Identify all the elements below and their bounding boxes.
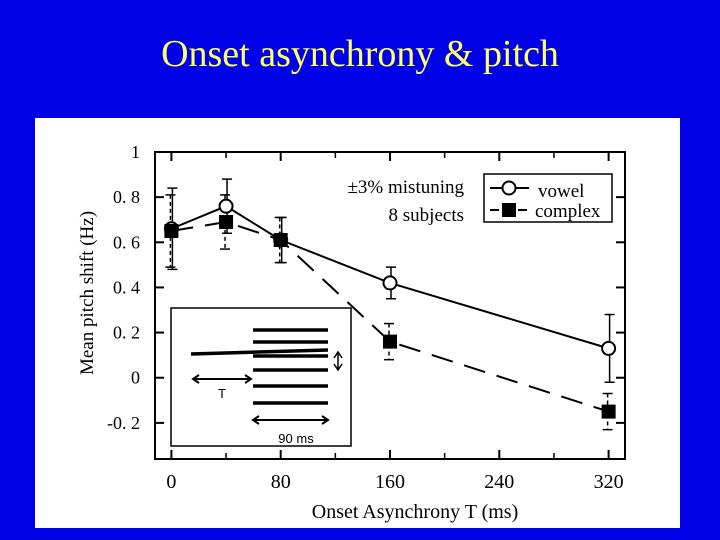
annotation-subjects: 8 subjects <box>389 205 464 226</box>
stimulus-inset <box>170 307 352 447</box>
data-point-complex <box>164 224 179 239</box>
y-tick-label: 0. 6 <box>113 232 140 252</box>
data-point-vowel <box>601 340 617 356</box>
y-tick-label: 0. 8 <box>113 187 140 207</box>
legend-label-complex: complex <box>535 201 601 222</box>
chart-panel: 1 0. 8 0. 6 0. 4 0. 2 0 -0. 2 0 80 160 240 320 ±3% … <box>35 118 680 528</box>
series-layer <box>163 178 617 431</box>
x-tick-label: 0 <box>166 471 176 493</box>
x-tick-label: 240 <box>484 471 514 493</box>
mistuning-arrow-icon <box>333 350 343 372</box>
annotation-mistuning: ±3% mistuning <box>347 177 464 198</box>
y-axis-label: Mean pitch shift (Hz) <box>77 211 98 375</box>
pitch-shift-chart: 1 0. 8 0. 6 0. 4 0. 2 0 -0. 2 0 80 160 240 320 ±3% … <box>77 142 626 523</box>
data-point-vowel <box>218 198 234 214</box>
y-tick-label: 0. 4 <box>113 277 140 297</box>
x-tick-label: 160 <box>375 471 405 493</box>
y-tick-label: 1 <box>131 142 140 162</box>
x-tick-label: 80 <box>271 471 291 493</box>
x-axis-label: Onset Asynchrony T (ms) <box>312 501 518 523</box>
legend-marker-complex <box>502 203 516 217</box>
axes-layer: 1 0. 8 0. 6 0. 4 0. 2 0 -0. 2 0 80 160 240 320 <box>107 142 626 493</box>
x-tick-label: 320 <box>594 471 624 493</box>
legend <box>483 173 613 223</box>
data-point-vowel <box>382 275 398 291</box>
duration-arrow-icon <box>251 415 330 425</box>
mistuned-harmonic-bar <box>190 348 329 356</box>
data-point-complex <box>601 404 616 419</box>
data-point-complex <box>383 334 397 349</box>
legend-marker-vowel <box>501 180 517 196</box>
y-tick-label: -0. 2 <box>107 413 140 433</box>
data-point-complex <box>273 233 288 248</box>
legend-label-vowel: vowel <box>538 181 584 202</box>
inset-duration-label: 90 ms <box>278 431 314 446</box>
data-point-complex <box>219 214 234 229</box>
inset-t-label: T <box>218 386 226 401</box>
slide-title: Onset asynchrony & pitch <box>161 33 559 75</box>
onset-asynchrony-arrow-icon <box>191 374 253 384</box>
y-tick-label: 0. 2 <box>113 323 140 343</box>
y-tick-label: 0 <box>131 368 140 388</box>
